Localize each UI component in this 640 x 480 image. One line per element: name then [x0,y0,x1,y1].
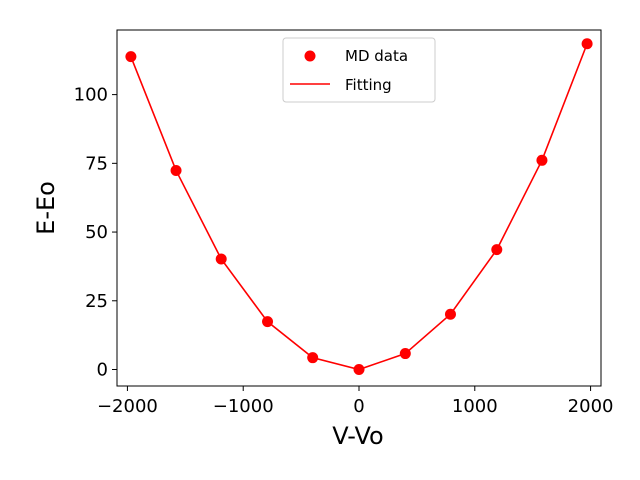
data-point [215,253,227,265]
x-tick-label: 0 [353,396,364,417]
y-tick-label: 25 [85,291,108,312]
data-point [581,38,593,50]
data-point [307,352,319,364]
legend-box [282,37,436,103]
data-point [170,164,182,176]
legend-label-fitting: Fitting [345,76,392,94]
data-point [399,348,411,360]
data-point [353,364,365,376]
legend-label-md-data: MD data [345,47,408,65]
data-point [491,244,503,256]
x-tick-label: −1000 [213,396,274,417]
y-tick-label: 0 [97,360,108,381]
data-point [536,154,548,166]
x-tick-label: −2000 [97,396,158,417]
ticks-layer: −2000 −1000 0 1000 2000 0 25 50 75 100 [74,85,614,417]
y-axis-title: E-Eo [32,181,60,235]
y-tick-label: 75 [85,153,108,174]
legend-marker-md-data [304,50,316,62]
series-layer [125,38,593,376]
legend: MD data Fitting [282,37,436,103]
data-point [262,316,274,328]
y-tick-label: 50 [85,222,108,243]
data-point [125,51,137,63]
x-tick-label: 2000 [568,396,614,417]
x-axis-title: V-Vo [332,422,384,450]
x-tick-label: 1000 [452,396,498,417]
data-point [444,308,456,320]
y-tick-label: 100 [74,85,108,106]
